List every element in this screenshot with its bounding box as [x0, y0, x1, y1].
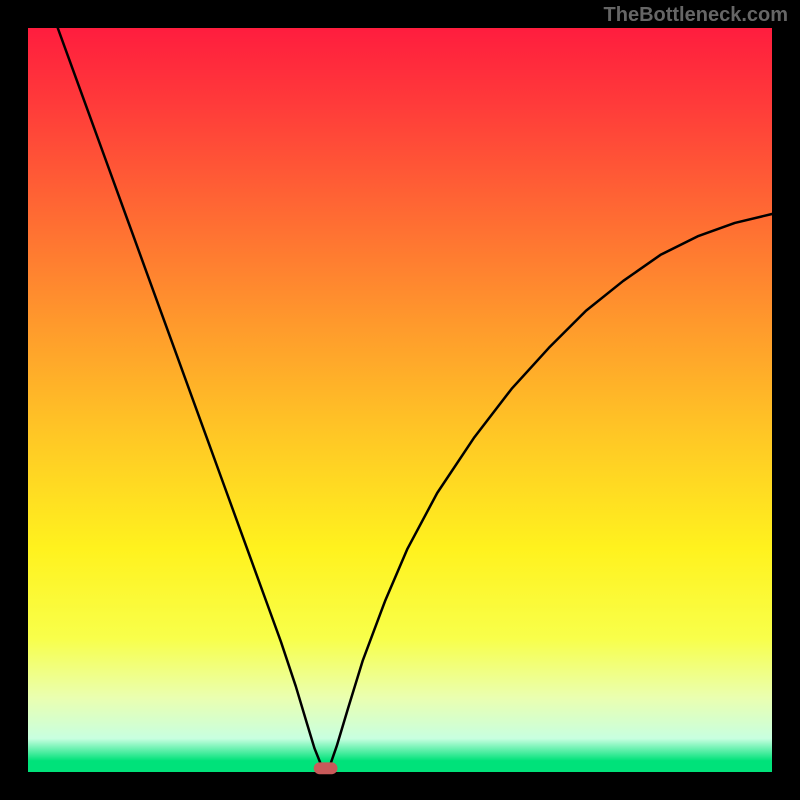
- chart-container: TheBottleneck.com: [0, 0, 800, 800]
- watermark-text: TheBottleneck.com: [604, 4, 788, 27]
- chart-plot-area: [28, 28, 772, 772]
- bottleneck-chart: [0, 0, 800, 800]
- chart-marker: [314, 762, 338, 774]
